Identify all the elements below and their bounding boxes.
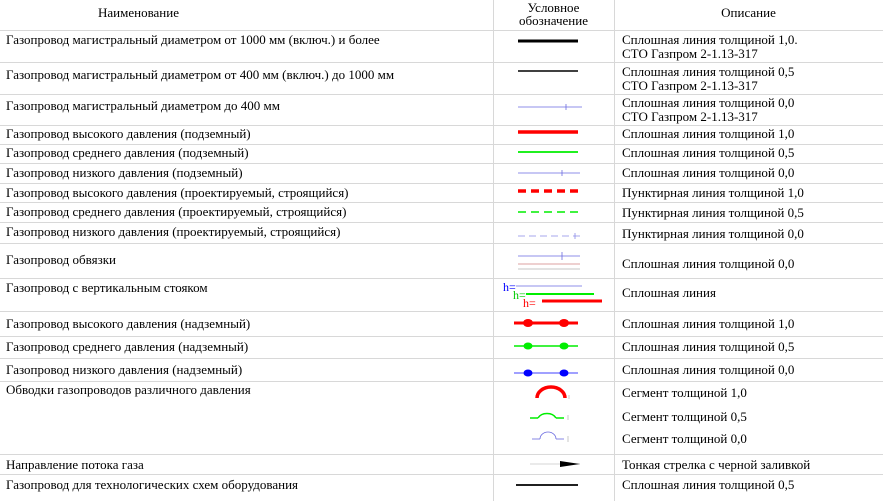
row-description: Пунктирная линия толщиной 0,0 [622, 226, 804, 241]
row-description: СТО Газпром 2-1.13-317 [622, 78, 758, 93]
row-description: Сплошная линия толщиной 0,0 [622, 165, 795, 180]
row-divider [0, 454, 883, 455]
row-description: Пунктирная линия толщиной 0,5 [622, 205, 804, 220]
flow-direction-arrow-icon [530, 461, 580, 467]
medium-pressure-aboveground-symbol [514, 342, 578, 350]
thin-blue-line-symbol [518, 104, 582, 110]
row-name: Направление потока газа [6, 457, 144, 472]
row-description: СТО Газпром 2-1.13-317 [622, 109, 758, 124]
row-divider [0, 222, 883, 223]
row-description: СТО Газпром 2-1.13-317 [622, 46, 758, 61]
row-divider [0, 311, 883, 312]
row-divider [0, 381, 883, 382]
row-divider [0, 163, 883, 164]
riser-label-high: h= [523, 296, 536, 310]
row-name: Газопровод среднего давления (проектируе… [6, 204, 347, 219]
vertical-riser-symbol [516, 285, 602, 303]
row-name: Газопровод среднего давления (подземный) [6, 145, 249, 160]
row-description: Сплошная линия толщиной 0,0 [622, 256, 795, 271]
row-name: Газопровод магистральный диаметром от 40… [6, 67, 395, 82]
row-divider [0, 202, 883, 203]
header-description: Описание [721, 5, 776, 20]
riser-label-medium: h= [513, 288, 526, 302]
thick-black-line-symbol [518, 39, 578, 43]
header-name: Наименование [98, 5, 179, 20]
green-dashed-line-symbol [518, 211, 578, 213]
row-name: Газопровод магистральный диаметром до 40… [6, 98, 280, 113]
header-symbol-line2: обозначение [519, 13, 588, 28]
row-divider [0, 474, 883, 475]
row-description: Тонкая стрелка с черной заливкой [622, 457, 811, 472]
row-name: Газопровод низкого давления (подземный) [6, 165, 243, 180]
medium-black-line-symbol [518, 70, 578, 72]
row-name: Газопровод высокого давления (подземный) [6, 126, 251, 141]
header-symbol-line1: Условное [527, 0, 580, 15]
row-description: Сплошная линия толщиной 0,0 [622, 362, 795, 377]
bypass-segment-green-symbol [530, 412, 569, 420]
row-divider [0, 278, 883, 279]
row-name: Газопровод высокого давления (надземный) [6, 316, 251, 331]
bypass-segment-blue-symbol [532, 431, 569, 442]
row-description: Сплошная линия толщиной 1,0 [622, 126, 795, 141]
row-divider [0, 358, 883, 359]
row-divider [0, 144, 883, 145]
row-name: Газопровод магистральный диаметром от 10… [6, 32, 380, 47]
tech-scheme-line-symbol [516, 484, 578, 486]
row-divider [0, 183, 883, 184]
red-dashed-line-symbol [518, 189, 578, 193]
row-description: Сплошная линия толщиной 1,0. [622, 32, 798, 47]
row-name: Газопровод с вертикальным стояком [6, 280, 208, 295]
row-name: Газопровод среднего давления (надземный) [6, 339, 249, 354]
row-description: Сегмент толщиной 0,5 [622, 409, 747, 424]
riser-label-low: h= [503, 280, 516, 294]
row-name: Газопровод обвязки [6, 252, 116, 267]
row-description: Сегмент толщиной 1,0 [622, 385, 747, 400]
binding-pipeline-symbol [518, 252, 580, 270]
column-divider [493, 0, 494, 501]
low-pressure-aboveground-symbol [514, 369, 578, 377]
high-pressure-aboveground-symbol [514, 319, 578, 327]
row-name: Газопровод высокого давления (проектируе… [6, 185, 349, 200]
green-line-symbol [518, 151, 578, 153]
thin-blue-line-symbol [518, 170, 580, 176]
column-divider [614, 0, 615, 501]
row-description: Пунктирная линия толщиной 1,0 [622, 185, 804, 200]
row-description: Сплошная линия толщиной 0,5 [622, 477, 795, 492]
bypass-segment-red-symbol [535, 385, 570, 399]
row-description: Сплошная линия толщиной 0,5 [622, 64, 795, 79]
row-name: Газопровод для технологических схем обор… [6, 477, 299, 492]
row-name: Газопровод низкого давления (надземный) [6, 362, 243, 377]
header-symbol: Условное обозначение [493, 1, 614, 27]
row-description: Сегмент толщиной 0,0 [622, 431, 747, 446]
row-name: Газопровод низкого давления (проектируем… [6, 224, 341, 239]
row-description: Сплошная линия толщиной 0,5 [622, 145, 795, 160]
row-divider [0, 336, 883, 337]
row-divider [0, 243, 883, 244]
thin-blue-dashed-line-symbol [518, 233, 580, 239]
row-divider [0, 30, 883, 31]
row-description: Сплошная линия толщиной 0,0 [622, 95, 795, 110]
row-description: Сплошная линия толщиной 0,5 [622, 339, 795, 354]
row-description: Сплошная линия толщиной 1,0 [622, 316, 795, 331]
row-description: Сплошная линия [622, 285, 716, 300]
thick-red-line-symbol [518, 130, 578, 134]
row-divider [0, 62, 883, 63]
row-divider [0, 125, 883, 126]
row-name: Обводки газопроводов различного давления [6, 382, 251, 397]
row-divider [0, 94, 883, 95]
